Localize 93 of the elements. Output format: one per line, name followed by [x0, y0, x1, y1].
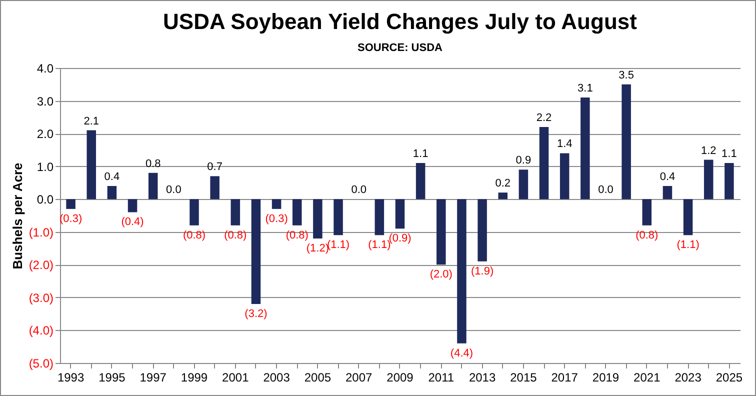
- data-label: (4.4): [450, 347, 474, 360]
- data-label: (3.2): [244, 308, 268, 320]
- bar: [580, 98, 590, 200]
- y-tick-label: 2.0: [36, 127, 54, 142]
- bar: [436, 199, 446, 265]
- x-tick-label: 2025: [716, 370, 743, 384]
- y-tick-label: 4.0: [36, 62, 54, 76]
- bar: [334, 199, 343, 236]
- bar: [642, 199, 652, 226]
- y-tick-label: 1.0: [36, 160, 54, 174]
- data-label: (1.1): [368, 239, 391, 252]
- x-tick-label: 2011: [428, 370, 454, 384]
- data-label: 0.0: [166, 184, 182, 196]
- y-tick-label: (1.0): [28, 225, 54, 240]
- bar: [518, 170, 528, 200]
- bar: [230, 199, 240, 226]
- x-tick-label: 2013: [468, 370, 496, 384]
- bar: [457, 199, 466, 344]
- data-label: 1.4: [556, 138, 572, 150]
- x-tick-label: 2005: [304, 370, 332, 384]
- bar: [560, 153, 570, 200]
- chart-title: USDA Soybean Yield Changes July to August: [163, 9, 638, 34]
- data-label: (2.0): [430, 268, 452, 281]
- bar: [374, 199, 384, 236]
- data-label: (1.1): [326, 239, 350, 252]
- data-label: 0.0: [598, 184, 614, 196]
- bar: [210, 176, 220, 200]
- data-label: (0.3): [59, 212, 82, 225]
- x-tick-label: 2017: [551, 370, 578, 384]
- data-label: 0.8: [145, 158, 161, 170]
- bar: [478, 199, 487, 262]
- y-tick-label: 0.0: [36, 192, 54, 207]
- bar: [251, 199, 261, 304]
- x-tick-label: 2003: [263, 370, 290, 384]
- x-tick-label: 2019: [592, 370, 620, 384]
- data-label: (1.2): [306, 242, 330, 254]
- x-tick-label: 1999: [180, 370, 208, 384]
- data-label: 0.4: [104, 171, 120, 183]
- bar: [724, 163, 734, 200]
- chart-subtitle: SOURCE: USDA: [358, 42, 443, 54]
- y-axis-title: Bushels per Acre: [10, 162, 25, 270]
- data-label: (0.8): [286, 229, 308, 242]
- x-tick-label: 1993: [57, 370, 84, 384]
- x-tick-label: 2021: [634, 370, 661, 384]
- bar: [704, 160, 714, 200]
- x-tick-label: 1997: [140, 370, 167, 384]
- bar: [272, 199, 282, 209]
- x-tick-label: 2009: [386, 370, 414, 384]
- data-label: 1.1: [722, 148, 737, 160]
- bar: [622, 84, 631, 200]
- data-label: (0.3): [265, 212, 288, 225]
- y-tick-label: (5.0): [28, 356, 54, 370]
- x-tick-label: 2023: [674, 370, 702, 384]
- data-label: 0.9: [516, 154, 532, 167]
- bar: [683, 199, 693, 236]
- bar: [107, 186, 117, 200]
- bar: [66, 199, 76, 209]
- data-label: (0.9): [388, 232, 412, 245]
- data-label: 3.1: [578, 82, 593, 94]
- data-label: 0.4: [660, 171, 676, 183]
- bar: [148, 172, 158, 200]
- y-tick-label: (4.0): [28, 324, 54, 338]
- bar: [662, 186, 672, 200]
- data-label: 2.1: [84, 115, 100, 128]
- y-tick-label: 3.0: [36, 94, 54, 108]
- x-tick-label: 2007: [346, 370, 373, 384]
- data-label: (0.4): [121, 216, 144, 228]
- data-label: (1.9): [470, 265, 494, 278]
- bar: [498, 192, 508, 200]
- data-label: 1.1: [412, 148, 428, 160]
- x-tick-label: 2001: [222, 370, 250, 384]
- x-tick-label: 1995: [98, 370, 126, 384]
- bar: [539, 127, 549, 200]
- data-label: 0.2: [495, 178, 511, 190]
- data-label: 1.2: [700, 144, 716, 157]
- bar: [313, 199, 322, 238]
- data-label: (0.8): [224, 229, 247, 242]
- bar: [416, 163, 426, 200]
- data-label: 0.0: [351, 184, 366, 196]
- x-tick-label: 2015: [510, 370, 538, 384]
- bar: [292, 199, 302, 226]
- data-label: (0.8): [636, 229, 658, 242]
- data-label: 3.5: [618, 69, 634, 82]
- y-tick-label: (3.0): [28, 290, 54, 305]
- data-label: 2.2: [536, 112, 552, 124]
- bar: [395, 199, 405, 229]
- bar: [190, 199, 199, 226]
- data-label: 0.7: [207, 161, 222, 174]
- data-label: (1.1): [676, 239, 700, 252]
- bar: [86, 130, 96, 200]
- bar: [128, 199, 138, 212]
- y-tick-label: (2.0): [28, 258, 54, 272]
- data-label: (0.8): [182, 229, 206, 242]
